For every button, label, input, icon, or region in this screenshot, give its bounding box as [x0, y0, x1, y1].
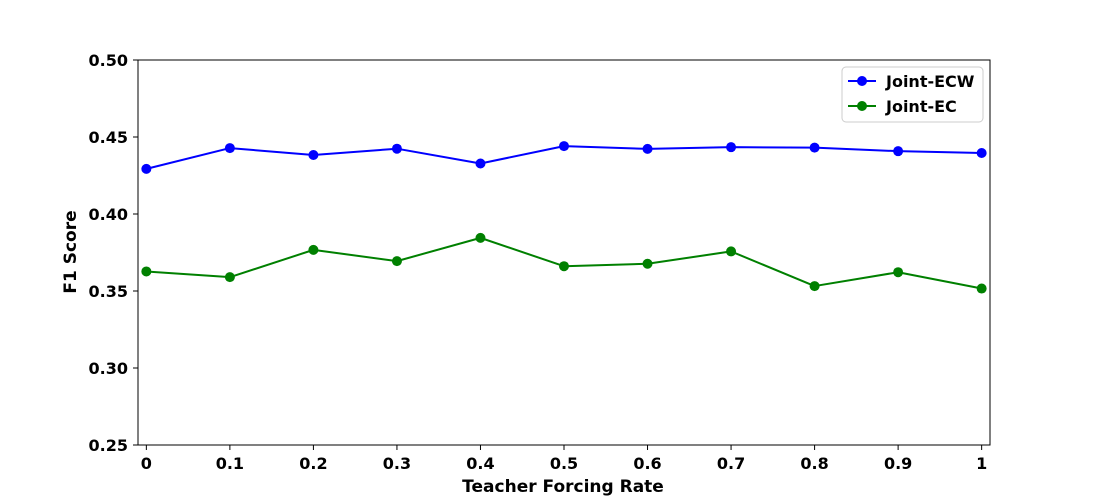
- data-point-joint-ecw: [809, 142, 820, 153]
- y-axis: 0.25 0.30 0.35 0.40 0.45 0.50: [89, 51, 138, 455]
- data-point-joint-ecw: [475, 158, 486, 169]
- y-tick-label: 0.50: [89, 51, 128, 70]
- x-tick-label: 0.8: [800, 454, 828, 473]
- data-point-joint-ecw: [224, 143, 235, 154]
- data-point-joint-ec: [726, 246, 737, 257]
- y-tick-label: 0.25: [89, 436, 128, 455]
- data-point-joint-ecw: [141, 163, 152, 174]
- x-tick-label: 0: [141, 454, 152, 473]
- data-point-joint-ec: [308, 244, 319, 255]
- legend: Joint-ECW Joint-EC: [841, 66, 984, 123]
- legend-item: Joint-ECW: [848, 72, 975, 91]
- x-tick-label: 0.9: [884, 454, 912, 473]
- x-tick-label: 0.4: [466, 454, 494, 473]
- legend-marker: [857, 76, 867, 86]
- data-point-joint-ec: [475, 232, 486, 243]
- legend-label: Joint-EC: [885, 97, 957, 116]
- x-tick-label: 0.1: [216, 454, 244, 473]
- data-point-joint-ecw: [976, 148, 987, 159]
- series-joint-ecw: [141, 141, 987, 174]
- data-point-joint-ec: [893, 267, 904, 278]
- data-point-joint-ec: [224, 272, 235, 283]
- y-tick-label: 0.40: [89, 205, 128, 224]
- legend-item: Joint-EC: [848, 97, 957, 116]
- legend-frame: [841, 66, 984, 123]
- x-axis: 0 0.1 0.2 0.3 0.4 0.5 0.6 0.7 0.8 0.9 1: [141, 445, 987, 473]
- x-tick-label: 0.2: [299, 454, 327, 473]
- x-tick-label: 0.6: [633, 454, 661, 473]
- data-point-joint-ecw: [391, 143, 402, 154]
- legend-marker: [857, 101, 867, 111]
- data-point-joint-ecw: [642, 143, 653, 154]
- data-point-joint-ec: [559, 261, 569, 272]
- x-axis-label: Teacher Forcing Rate: [462, 477, 664, 497]
- data-point-joint-ec: [809, 281, 820, 292]
- y-axis-label: F1 Score: [61, 210, 81, 293]
- data-point-joint-ecw: [893, 146, 904, 157]
- data-point-joint-ecw: [559, 141, 569, 152]
- data-point-joint-ec: [642, 258, 653, 269]
- y-tick-label: 0.45: [89, 128, 128, 147]
- x-tick-label: 0.7: [717, 454, 745, 473]
- data-point-joint-ec: [976, 283, 987, 294]
- series-joint-ec: [141, 232, 987, 294]
- y-tick-label: 0.35: [89, 282, 128, 301]
- data-point-joint-ec: [141, 266, 152, 277]
- x-tick-label: 0.3: [383, 454, 411, 473]
- y-tick-label: 0.30: [89, 359, 128, 378]
- data-point-joint-ecw: [726, 142, 737, 153]
- data-point-joint-ecw: [308, 150, 319, 161]
- legend-label: Joint-ECW: [885, 72, 975, 91]
- data-point-joint-ec: [391, 256, 402, 267]
- x-tick-label: 1: [976, 454, 987, 473]
- series-layer: [141, 141, 987, 294]
- x-tick-label: 0.5: [550, 454, 578, 473]
